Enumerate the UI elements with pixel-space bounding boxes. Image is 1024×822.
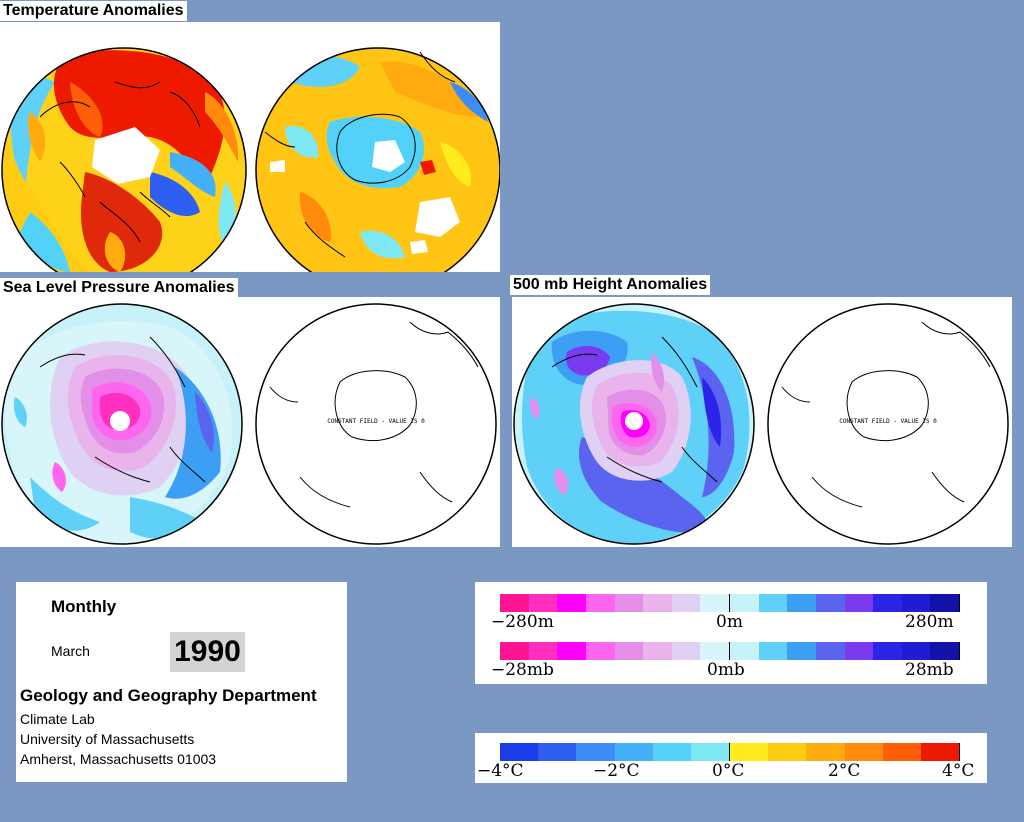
pressure-colorbar-swatch: [730, 642, 759, 660]
height-colorbar-swatch: [873, 594, 902, 612]
info-box: Monthly March 1990 Geology and Geography…: [16, 582, 347, 782]
southern-hemisphere-temperature-map: [256, 48, 500, 292]
temperature-colorbar-swatch: [690, 743, 731, 761]
temperature-colorbar-swatch: [806, 743, 845, 761]
slp-title: Sea Level Pressure Anomalies: [0, 278, 238, 298]
height-mid-label: 0m: [716, 612, 743, 632]
pressure-colorbar-swatch: [930, 642, 960, 660]
temperature-colorbar-swatch: [920, 743, 961, 761]
height-colorbar-swatch: [844, 594, 874, 612]
pressure-colorbar-swatch: [700, 642, 730, 660]
height-colorbar: [500, 594, 960, 612]
pressure-colorbar-swatch: [643, 642, 672, 660]
temperature-colorbar-swatch: [882, 743, 921, 761]
northern-hemisphere-temperature-map: [2, 48, 246, 292]
temperature-title: Temperature Anomalies: [0, 1, 187, 21]
pressure-colorbar-swatch: [844, 642, 874, 660]
southern-hemisphere-slp-map: CONSTANT FIELD - VALUE IS 0: [255, 303, 497, 545]
height-colorbar-swatch: [700, 594, 730, 612]
temperature-tick-4: 4°C: [942, 761, 975, 781]
height-colorbar-swatch: [671, 594, 701, 612]
height-colorbar-swatch: [815, 594, 845, 612]
pressure-colorbar: [500, 642, 960, 660]
pressure-colorbar-swatch: [815, 642, 845, 660]
temperature-legend: −4°C −2°C 0°C 2°C 4°C: [475, 733, 987, 783]
pressure-colorbar-swatch: [557, 642, 586, 660]
temperature-colorbar-swatch: [652, 743, 691, 761]
pressure-min-label: −28mb: [491, 660, 554, 680]
temperature-maps: [1, 47, 501, 293]
temperature-colorbar-swatch: [576, 743, 615, 761]
height-maps: CONSTANT FIELD - VALUE IS 0: [513, 303, 1009, 545]
northern-hemisphere-height-map: [514, 304, 754, 544]
month-label: March: [51, 643, 90, 659]
height-colorbar-swatch: [930, 594, 960, 612]
pressure-colorbar-swatch: [758, 642, 788, 660]
southern-hemisphere-height-map: CONSTANT FIELD - VALUE IS 0: [767, 303, 1009, 545]
temperature-colorbar-swatch: [500, 743, 539, 761]
frequency-label: Monthly: [51, 597, 117, 616]
pressure-mid-label: 0mb: [707, 660, 745, 680]
height-colorbar-swatch: [528, 594, 558, 612]
height-colorbar-swatch: [758, 594, 788, 612]
temperature-colorbar: [500, 743, 961, 761]
temperature-colorbar-swatch: [614, 743, 653, 761]
temperature-panel: [0, 22, 501, 293]
pressure-colorbar-swatch: [901, 642, 931, 660]
pressure-colorbar-swatch: [585, 642, 615, 660]
slp-panel: CONSTANT FIELD - VALUE IS 0: [0, 297, 500, 547]
temperature-colorbar-swatch: [538, 743, 577, 761]
height-max-label: 280m: [905, 612, 954, 632]
temperature-colorbar-swatch: [844, 743, 883, 761]
department-label: Geology and Geography Department: [20, 686, 317, 705]
address-line-3: Amherst, Massachusetts 01003: [20, 751, 217, 767]
height-colorbar-swatch: [901, 594, 931, 612]
height-colorbar-swatch: [787, 594, 816, 612]
address-line-2: University of Massachusetts: [20, 731, 195, 747]
pressure-colorbar-swatch: [500, 642, 529, 660]
height-title: 500 mb Height Anomalies: [510, 275, 711, 295]
pressure-colorbar-swatch: [614, 642, 644, 660]
temperature-tick-neg2: −2°C: [593, 761, 640, 781]
northern-hemisphere-slp-map: [2, 304, 242, 544]
year-badge: 1990: [170, 632, 245, 672]
pressure-colorbar-swatch: [787, 642, 816, 660]
height-colorbar-swatch: [557, 594, 586, 612]
height-colorbar-swatch: [730, 594, 759, 612]
height-min-label: −280m: [491, 612, 554, 632]
pressure-colorbar-swatch: [671, 642, 701, 660]
height-constant-field-note: CONSTANT FIELD - VALUE IS 0: [839, 418, 937, 425]
height-panel: CONSTANT FIELD - VALUE IS 0: [512, 297, 1012, 547]
temperature-tick-0: 0°C: [712, 761, 745, 781]
temperature-colorbar-swatch: [768, 743, 807, 761]
slp-maps: CONSTANT FIELD - VALUE IS 0: [1, 303, 497, 545]
pressure-max-label: 28mb: [905, 660, 954, 680]
temperature-tick-neg4: −4°C: [477, 761, 524, 781]
address-line-1: Climate Lab: [20, 711, 95, 727]
pressure-colorbar-swatch: [528, 642, 558, 660]
pressure-colorbar-swatch: [873, 642, 902, 660]
height-colorbar-swatch: [643, 594, 672, 612]
temperature-tick-2: 2°C: [828, 761, 861, 781]
height-colorbar-swatch: [585, 594, 615, 612]
height-colorbar-swatch: [500, 594, 529, 612]
slp-constant-field-note: CONSTANT FIELD - VALUE IS 0: [327, 418, 425, 425]
anomaly-legend: −280m 0m 280m −28mb 0mb 28mb: [475, 582, 987, 684]
temperature-colorbar-swatch: [730, 743, 769, 761]
height-colorbar-swatch: [614, 594, 644, 612]
